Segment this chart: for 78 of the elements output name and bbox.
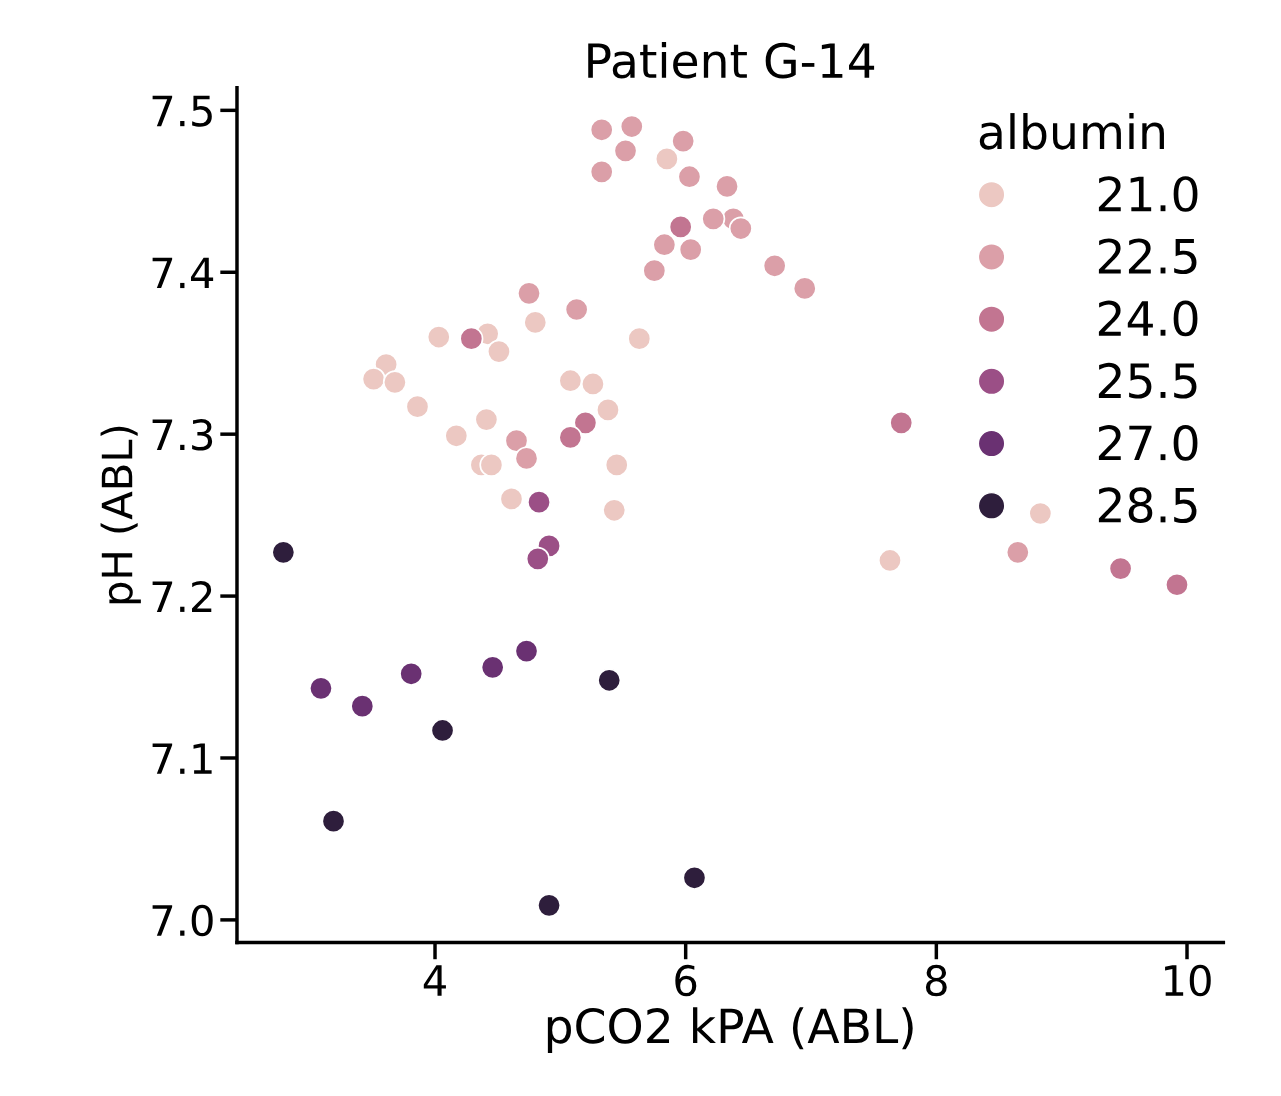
point (597, 668, 622, 693)
x-tick-label: 10 (1165, 964, 1211, 997)
x-tick-label: 6 (675, 964, 697, 997)
point (426, 324, 451, 350)
legend-label: 28.5 (1098, 487, 1197, 524)
point (889, 410, 914, 435)
legend-label: 27.0 (1098, 425, 1198, 461)
point (715, 174, 740, 199)
point (523, 310, 548, 335)
point (877, 548, 903, 573)
point (399, 661, 424, 686)
point (350, 694, 375, 719)
point (479, 452, 504, 477)
point (1028, 501, 1053, 526)
y-axis-title: pH (ABL) (100, 426, 141, 604)
point (654, 146, 679, 171)
point (1005, 540, 1030, 565)
point (619, 114, 644, 139)
point (514, 639, 539, 664)
legend-label: 22.5 (1098, 238, 1197, 275)
point (308, 676, 333, 701)
y-tick-label: 7.5 (152, 95, 212, 127)
point (595, 397, 621, 422)
legend-label: 21.0 (1098, 176, 1198, 212)
point (558, 368, 583, 393)
point (682, 865, 707, 890)
point (589, 159, 614, 184)
point (678, 237, 703, 262)
point (762, 253, 787, 278)
point (504, 428, 529, 453)
point (361, 367, 386, 392)
point (486, 339, 511, 364)
point (271, 540, 296, 565)
legend-title: albumin (979, 113, 1164, 150)
point (537, 893, 562, 918)
point (558, 425, 583, 450)
point (564, 297, 589, 322)
legend-label: 24.0 (1098, 300, 1198, 337)
point (728, 216, 753, 241)
point (671, 129, 696, 154)
point (444, 423, 469, 448)
point (516, 281, 542, 306)
legend-label: 25.5 (1098, 362, 1197, 399)
point (627, 326, 652, 351)
point (525, 546, 550, 571)
x-tick-label: 8 (925, 964, 947, 997)
point (1164, 572, 1190, 597)
point (382, 370, 407, 395)
chart-title: Patient G-14 (588, 41, 875, 79)
y-tick-label: 7.0 (152, 904, 213, 937)
point (527, 490, 552, 515)
point (580, 371, 605, 397)
y-tick-label: 7.1 (152, 743, 212, 774)
point (480, 655, 505, 680)
point (430, 718, 455, 743)
point (668, 214, 693, 239)
point (321, 809, 346, 834)
y-tick-label: 7.4 (152, 257, 214, 289)
point (602, 498, 627, 523)
point (1108, 556, 1133, 581)
point (573, 410, 598, 435)
point (677, 164, 702, 189)
x-tick-label: 4 (423, 965, 446, 996)
point (459, 326, 484, 351)
point (652, 232, 677, 257)
point (701, 206, 726, 231)
y-tick-label: 7.3 (152, 419, 213, 451)
point (613, 138, 638, 163)
point (514, 446, 539, 471)
point (792, 276, 817, 301)
x-axis-title: pCO2 kPA (ABL) (547, 1007, 913, 1053)
point (604, 452, 629, 477)
y-tick-label: 7.2 (152, 580, 212, 612)
point (589, 117, 614, 142)
point (499, 486, 524, 511)
point (474, 407, 499, 432)
point (642, 258, 667, 283)
point (405, 394, 430, 419)
